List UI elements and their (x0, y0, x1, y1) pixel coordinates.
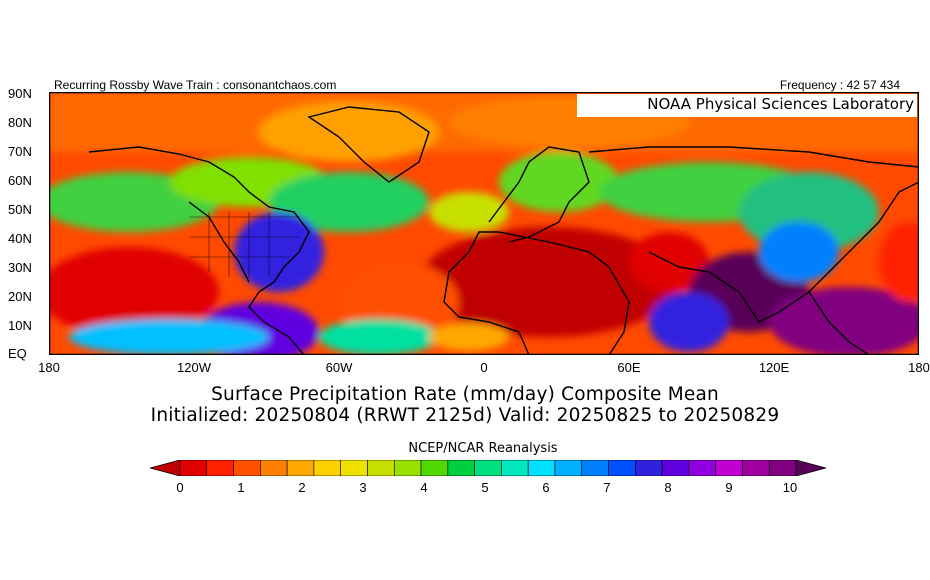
colorbar-segment (474, 460, 502, 476)
colorbar-segment (420, 460, 449, 476)
colorbar-tick-label: 1 (237, 480, 245, 495)
colorbar-segment (554, 460, 583, 476)
lat-label: 40N (8, 231, 32, 246)
colorbar-segment (715, 460, 743, 476)
lon-label: 60E (617, 360, 641, 375)
colorbar-segment (393, 460, 422, 476)
lat-label: 30N (8, 260, 32, 275)
lon-label: 120E (758, 360, 790, 375)
data-source-label: NCEP/NCAR Reanalysis (408, 441, 558, 456)
noaa-watermark-text: NOAA Physical Sciences Laboratory (647, 95, 914, 113)
colorbar-tick-label: 4 (420, 480, 428, 495)
lat-label: 20N (8, 289, 32, 304)
precipitation-map (49, 92, 919, 355)
colorbar-tick-label: 5 (481, 480, 489, 495)
colorbar-segment (447, 460, 475, 476)
colorbar-tick-label: 10 (782, 480, 798, 495)
colorbar-segment (501, 460, 529, 476)
colorbar-segment (313, 460, 341, 476)
lon-label: 180 (38, 360, 60, 375)
colorbar-segment (742, 460, 770, 476)
lon-label: 0 (480, 360, 488, 375)
colorbar-segment (527, 460, 556, 476)
colorbar-tick-label: 2 (298, 480, 306, 495)
colorbar-segment (688, 460, 716, 476)
colorbar-segment (768, 460, 797, 476)
lon-label: 60W (325, 360, 353, 375)
lon-label: 180 (908, 360, 930, 375)
lat-label: 60N (8, 173, 32, 188)
colorbar-segment (661, 460, 690, 476)
colorbar-segment (608, 460, 636, 476)
colorbar-min-arrow (150, 460, 181, 476)
map-title-line2: Initialized: 20250804 (RRWT 2125d) Valid… (150, 405, 780, 426)
lat-label: 80N (8, 115, 32, 130)
colorbar-segment (233, 460, 261, 476)
header-right-text: Frequency : 42 57 434 (779, 78, 900, 92)
colorbar-tick-label: 6 (542, 480, 550, 495)
colorbar-segment (286, 460, 315, 476)
colorbar-tick-label: 9 (725, 480, 733, 495)
header-left-text: Recurring Rossby Wave Train : consonantc… (54, 78, 337, 92)
lat-label: 10N (8, 318, 32, 333)
colorbar-tick-label: 0 (176, 480, 184, 495)
colorbar-segment (635, 460, 663, 476)
map-title-line1: Surface Precipitation Rate (mm/day) Comp… (211, 384, 719, 405)
colorbar-segment (581, 460, 609, 476)
lat-label: 90N (8, 86, 32, 101)
lat-label: EQ (8, 346, 27, 361)
colorbar-tick-label: 8 (664, 480, 672, 495)
colorbar-segment (206, 460, 234, 476)
precipitation-colorbar (150, 460, 826, 476)
noaa-watermark-box (577, 94, 917, 117)
colorbar-max-arrow (795, 460, 826, 476)
lat-label: 70N (8, 144, 32, 159)
lon-label: 120W (177, 360, 211, 375)
colorbar-segment (340, 460, 368, 476)
colorbar-segment (367, 460, 395, 476)
colorbar-segment (179, 460, 208, 476)
colorbar-segment (260, 460, 288, 476)
lat-label: 50N (8, 202, 32, 217)
colorbar-tick-label: 3 (359, 480, 367, 495)
colorbar-tick-label: 7 (603, 480, 611, 495)
